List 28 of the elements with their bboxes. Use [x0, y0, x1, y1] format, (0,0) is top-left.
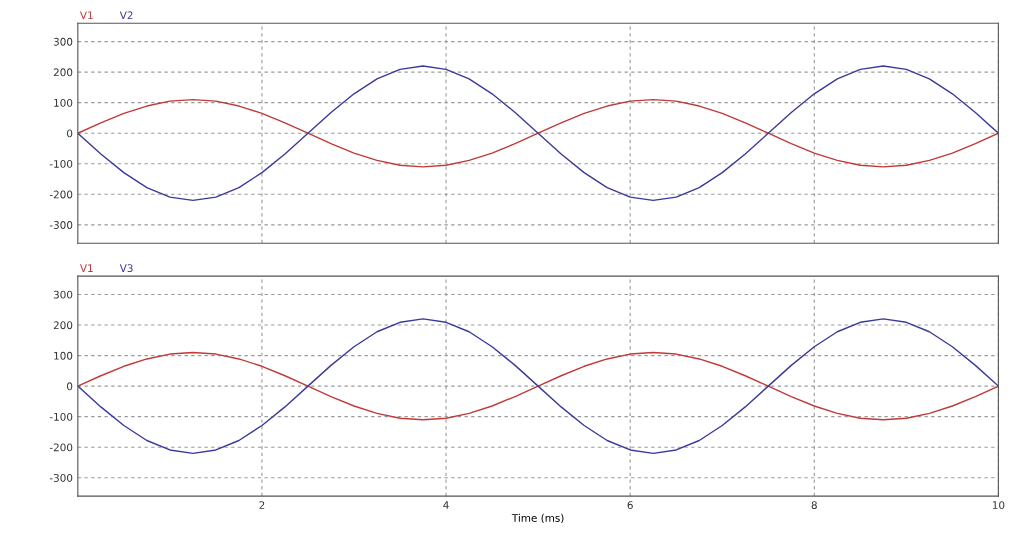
x-tick-label: 4 [443, 501, 449, 509]
line-series [77, 98, 999, 168]
y-tick-label: 300 [53, 290, 73, 299]
x-tick-label: 8 [811, 501, 817, 510]
y-tick-label: -100 [49, 412, 73, 421]
y-tick-label: -200 [49, 443, 73, 452]
y-tick-label: 100 [54, 351, 73, 360]
text: V2 [119, 11, 133, 20]
x-tick-label: 2 [259, 501, 265, 509]
x-axis-title: Time (ms) [511, 513, 564, 524]
y-tick-label: -300 [49, 221, 73, 229]
x-tick-label: 10 [992, 501, 1005, 510]
y-tick-label: 200 [53, 68, 73, 77]
line-series [77, 65, 999, 202]
text: V1 [79, 11, 93, 20]
y-tick-label: -300 [49, 474, 73, 482]
y-tick-label: 200 [53, 321, 73, 330]
text: V1 [79, 264, 93, 272]
x-tick-label: 6 [627, 501, 633, 510]
text: V3 [119, 264, 133, 273]
y-tick-label: 0 [67, 382, 73, 391]
y-tick-label: 300 [53, 37, 73, 46]
y-tick-label: 0 [67, 129, 73, 138]
line-series [77, 318, 999, 455]
y-tick-label: -200 [49, 190, 73, 199]
line-series [77, 351, 999, 421]
y-tick-label: 100 [54, 98, 73, 107]
y-tick-label: -100 [49, 160, 73, 168]
